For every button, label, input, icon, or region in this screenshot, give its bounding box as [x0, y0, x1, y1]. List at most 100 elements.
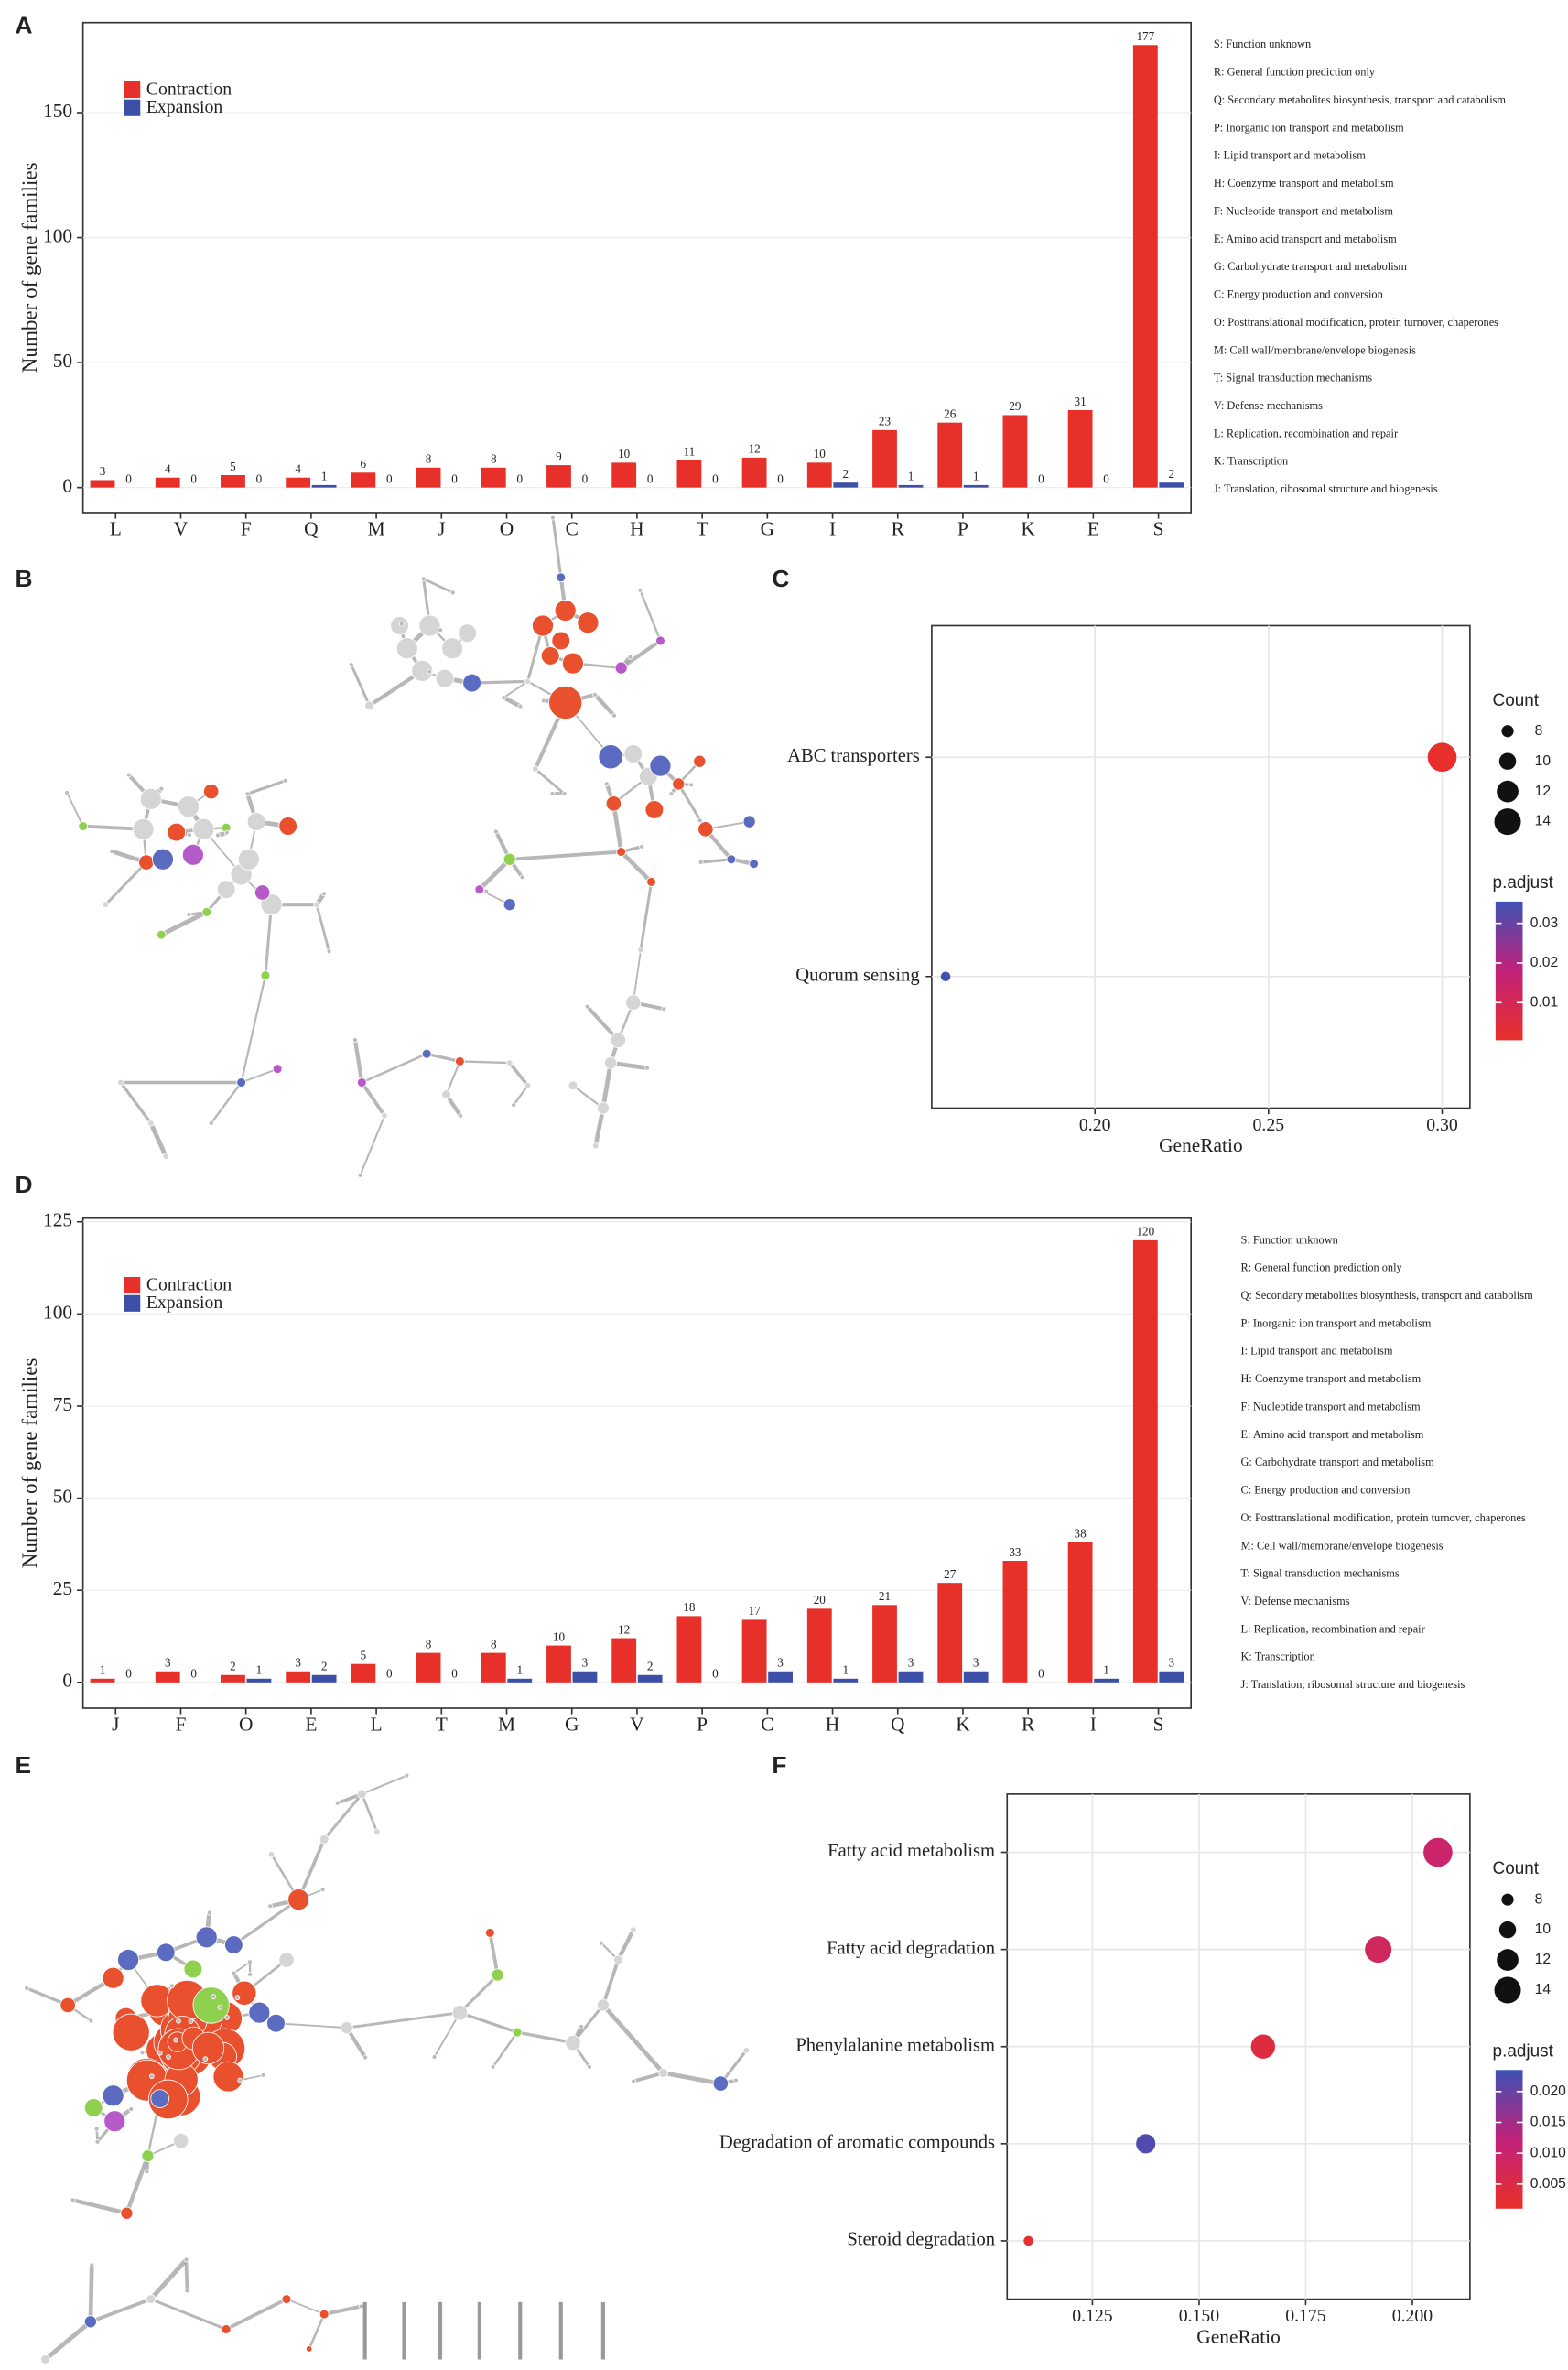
bar — [1002, 415, 1028, 488]
network-node — [693, 754, 707, 768]
bar — [351, 472, 376, 488]
network-node — [364, 700, 374, 711]
size-legend-key — [1501, 725, 1514, 738]
network-node — [655, 635, 665, 646]
value-label: 120 — [1136, 1225, 1154, 1239]
network-edge — [601, 1959, 621, 2007]
network-node — [260, 970, 271, 980]
bar — [90, 480, 115, 488]
network-node — [474, 884, 485, 895]
category-description: L: Replication, recombination and repair — [1214, 427, 1398, 439]
network-node — [435, 668, 455, 688]
bar — [1002, 1561, 1028, 1683]
network-node — [208, 1120, 214, 1126]
network-node — [89, 2262, 95, 2268]
network-node — [511, 1102, 517, 1109]
network-node — [278, 817, 297, 836]
network-node — [192, 1986, 230, 2024]
network-node — [223, 829, 230, 836]
network-node — [458, 1113, 464, 1119]
category-description: O: Posttranslational modification, prote… — [1214, 316, 1498, 329]
y-tick-label: ABC transporters — [787, 746, 920, 766]
network-edge — [323, 1792, 363, 1841]
bar — [963, 484, 989, 488]
network-node — [586, 2064, 592, 2070]
network-node — [70, 2197, 76, 2203]
network-node — [639, 843, 644, 850]
network-node — [554, 600, 577, 622]
network-node — [313, 901, 320, 908]
x-tick-label: E — [1087, 518, 1099, 540]
value-label: 38 — [1075, 1527, 1087, 1541]
network-node — [623, 744, 643, 763]
network-node — [147, 1120, 155, 1127]
network-node — [348, 662, 354, 667]
network-edge — [90, 2297, 152, 2324]
network-node — [195, 1926, 218, 1949]
bar — [311, 484, 337, 488]
network-node — [483, 888, 490, 894]
y-axis-label: Number of gene families — [17, 1358, 41, 1568]
category-description: I: Lipid transport and metabolism — [1214, 149, 1366, 162]
network-edge — [346, 2011, 460, 2029]
network-edge — [509, 850, 622, 861]
x-tick-label: O — [239, 1714, 253, 1736]
network-node — [184, 2288, 190, 2294]
network-node — [733, 2077, 739, 2083]
bar — [898, 1671, 924, 1683]
value-label: 3 — [295, 1656, 301, 1670]
value-label: 2 — [647, 1660, 654, 1673]
network-node — [278, 1952, 295, 1968]
value-label: 3 — [908, 1656, 914, 1670]
network-edge — [361, 1774, 407, 1795]
category-description: K: Transcription — [1241, 1650, 1315, 1663]
network-edge — [492, 2031, 519, 2068]
network-node — [357, 1172, 363, 1178]
network-node — [326, 948, 332, 955]
network-node — [524, 1082, 532, 1089]
network-node — [501, 695, 507, 700]
network-node — [246, 812, 266, 831]
network-node — [186, 912, 192, 917]
network-node — [224, 2015, 230, 2020]
network-node — [603, 781, 610, 787]
network-node — [610, 1032, 626, 1049]
bar — [741, 1619, 767, 1683]
category-description: R: General function prediction only — [1214, 66, 1376, 79]
network-node — [232, 1980, 257, 2006]
network-node — [697, 860, 704, 865]
legend-label: Contraction — [146, 1274, 232, 1294]
network-node — [156, 929, 167, 940]
network-node — [216, 880, 236, 899]
network-edge — [632, 949, 642, 1003]
network-node — [138, 854, 155, 871]
value-label: 1 — [516, 1663, 523, 1677]
value-label: 0 — [190, 1667, 197, 1681]
network-node — [605, 795, 622, 812]
network-node — [616, 847, 626, 857]
color-bar — [1495, 2070, 1523, 2209]
network-node — [234, 1995, 241, 2001]
network-node — [749, 859, 759, 870]
network-edge — [516, 2030, 574, 2045]
network-node — [148, 2073, 155, 2080]
network-node — [187, 832, 192, 839]
value-label: 177 — [1136, 29, 1154, 43]
bar — [833, 482, 859, 488]
network-node — [565, 2034, 581, 2051]
size-legend-title: Count — [1493, 691, 1540, 710]
dot — [940, 971, 951, 982]
x-tick-label: C — [566, 518, 579, 540]
x-axis-label: GeneRatio — [1196, 2325, 1281, 2347]
network-edge — [433, 2012, 461, 2058]
network-node — [109, 849, 115, 854]
network-node — [644, 800, 665, 819]
network-node — [83, 2098, 103, 2117]
category-description: O: Posttranslational modification, prote… — [1241, 1511, 1526, 1524]
category-description: H: Coenzyme transport and metabolism — [1241, 1372, 1422, 1385]
network-node — [88, 2018, 94, 2024]
value-label: 11 — [684, 444, 696, 458]
network-edge — [88, 2265, 94, 2322]
bar — [90, 1678, 115, 1683]
bar — [311, 1674, 337, 1683]
